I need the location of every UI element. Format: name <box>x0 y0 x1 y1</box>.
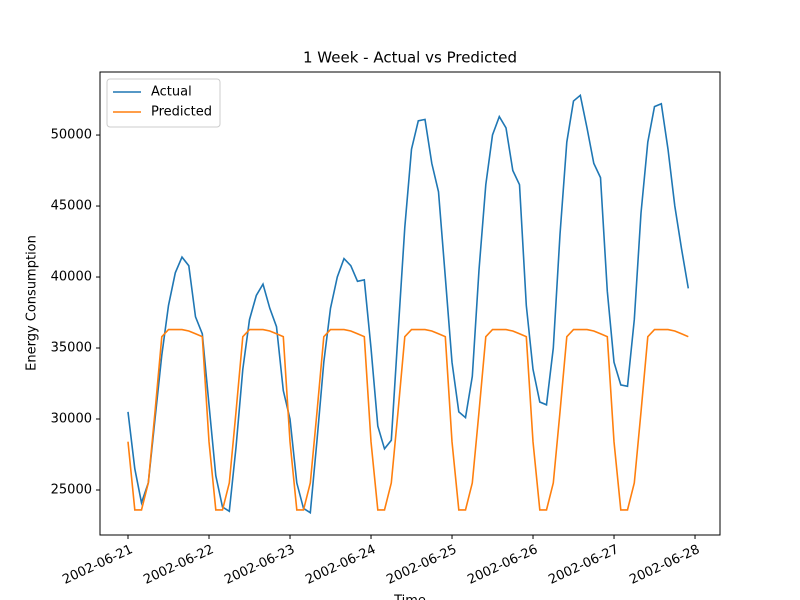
legend-label: Predicted <box>151 105 212 120</box>
y-tick-label: 35000 <box>51 341 92 356</box>
y-axis-label: Energy Consumption <box>25 235 40 371</box>
line-series <box>127 328 689 511</box>
x-axis-label: Time <box>393 594 426 600</box>
legend-label: Actual <box>151 85 192 100</box>
legend-box <box>106 78 221 128</box>
plot-frame <box>99 71 721 536</box>
y-tick-label: 30000 <box>51 412 92 427</box>
y-tick-label: 25000 <box>51 482 92 497</box>
y-tick-label: 45000 <box>51 199 92 214</box>
y-tick-label: 50000 <box>51 128 92 143</box>
y-tick-label: 40000 <box>51 270 92 285</box>
line-series <box>127 93 690 515</box>
chart-title: 1 Week - Actual vs Predicted <box>303 49 517 67</box>
